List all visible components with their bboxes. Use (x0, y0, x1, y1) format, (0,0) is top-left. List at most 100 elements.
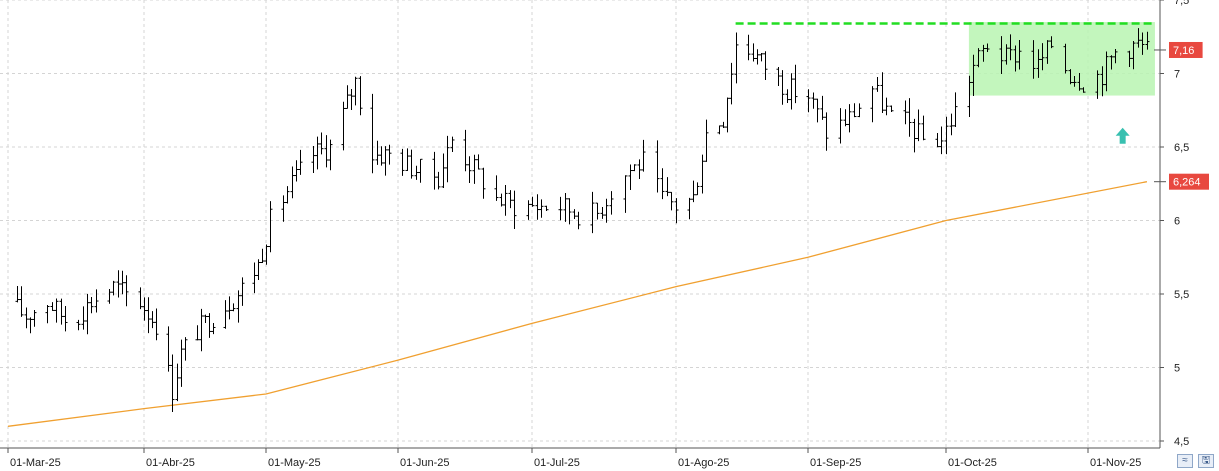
price-bar (24, 307, 29, 329)
price-bar (1004, 44, 1009, 65)
price-bar (463, 129, 468, 172)
price-bar (1131, 40, 1136, 70)
price-bar (600, 207, 605, 219)
price-bar (806, 89, 811, 113)
price-bar (476, 154, 481, 170)
price-bar (467, 156, 472, 184)
price-bar (353, 76, 358, 106)
svg-text:7,16: 7,16 (1173, 45, 1194, 57)
price-bars (15, 28, 1150, 412)
price-bar (563, 192, 568, 222)
price-bar (1072, 75, 1077, 87)
price-bar (935, 133, 940, 148)
price-bar (912, 118, 917, 153)
price-bar (199, 308, 204, 352)
price-bar (183, 337, 188, 361)
price-bar (1063, 43, 1068, 74)
price-bar (445, 135, 450, 183)
price-bar (921, 115, 926, 141)
price-bar (508, 190, 513, 209)
price-bar (124, 275, 129, 307)
price-bar (729, 62, 734, 105)
price-bar (418, 158, 423, 183)
last-price-label: 7,16 (1154, 41, 1203, 58)
y-axis: 4,5 5 5,5 6 6,5 7 7,5 7,16 6,264 (1154, 0, 1209, 448)
price-bar (544, 205, 549, 212)
price-bar (628, 164, 633, 190)
price-bar (175, 363, 180, 402)
price-bar (203, 314, 208, 324)
price-bar (793, 64, 798, 104)
price-bar (824, 112, 829, 151)
price-bar (383, 146, 388, 176)
svg-text:6,264: 6,264 (1173, 177, 1201, 189)
price-bar (949, 113, 954, 136)
price-bar (669, 191, 674, 211)
price-bar (264, 244, 269, 265)
price-bar (409, 149, 414, 179)
price-bar (290, 166, 295, 199)
price-bar (999, 36, 1004, 74)
price-bar (1031, 40, 1036, 79)
x-tick-label: 01-May-25 (268, 457, 321, 469)
y-tick-label: 7 (1174, 69, 1180, 81)
price-bar (870, 86, 875, 123)
price-bar (632, 164, 637, 172)
price-bar (268, 201, 273, 253)
price-bar (494, 175, 499, 201)
price-bar (623, 175, 628, 213)
price-bar (1109, 55, 1114, 70)
price-bar (146, 297, 151, 334)
x-tick-label: 01-Sep-25 (810, 457, 861, 469)
price-bar (1136, 28, 1141, 48)
price-bar (695, 182, 700, 196)
price-bar (526, 200, 531, 220)
price-bar (94, 289, 99, 313)
price-bar (751, 43, 756, 62)
price-bar (763, 51, 768, 80)
arrow-up-icon (1115, 127, 1130, 144)
y-tick-label: 4,5 (1174, 436, 1189, 448)
price-bar (1049, 36, 1054, 49)
price-bar (981, 44, 986, 62)
price-bar (811, 92, 816, 109)
price-bar (843, 109, 848, 127)
price-bar (227, 296, 232, 320)
price-bar (138, 287, 143, 310)
y-tick-label: 6,5 (1174, 142, 1189, 154)
price-bar (341, 101, 346, 151)
price-bar (660, 168, 665, 200)
price-bar (81, 306, 86, 330)
price-bar (503, 185, 508, 216)
price-bar (328, 139, 333, 171)
price-bar (789, 73, 794, 110)
price-bar (379, 146, 384, 166)
price-bar (857, 103, 862, 118)
price-bar (759, 52, 764, 62)
price-bar (558, 196, 563, 221)
price-bar (432, 151, 437, 190)
price-bar (207, 313, 212, 338)
price-bar (28, 317, 33, 334)
price-bar (725, 97, 730, 133)
price-bar (63, 306, 68, 332)
x-tick-label: 01-Jul-25 (534, 457, 580, 469)
save-icon[interactable]: 🖫 (1198, 454, 1214, 468)
price-bar (1013, 45, 1018, 72)
price-bar (903, 100, 908, 125)
price-bar (674, 198, 679, 224)
price-bar (179, 339, 184, 387)
price-bar (76, 319, 81, 331)
price-bar (590, 191, 595, 234)
price-bar (944, 116, 949, 155)
price-bar (776, 66, 781, 86)
price-bar (785, 89, 790, 104)
price-bar (539, 199, 544, 218)
price-bar (450, 136, 455, 153)
price-bar (166, 326, 171, 372)
price-bar (54, 298, 59, 323)
price-bar (1100, 66, 1105, 97)
price-bar (976, 48, 981, 68)
scroll-down-icon[interactable]: ≈ (1177, 454, 1193, 468)
